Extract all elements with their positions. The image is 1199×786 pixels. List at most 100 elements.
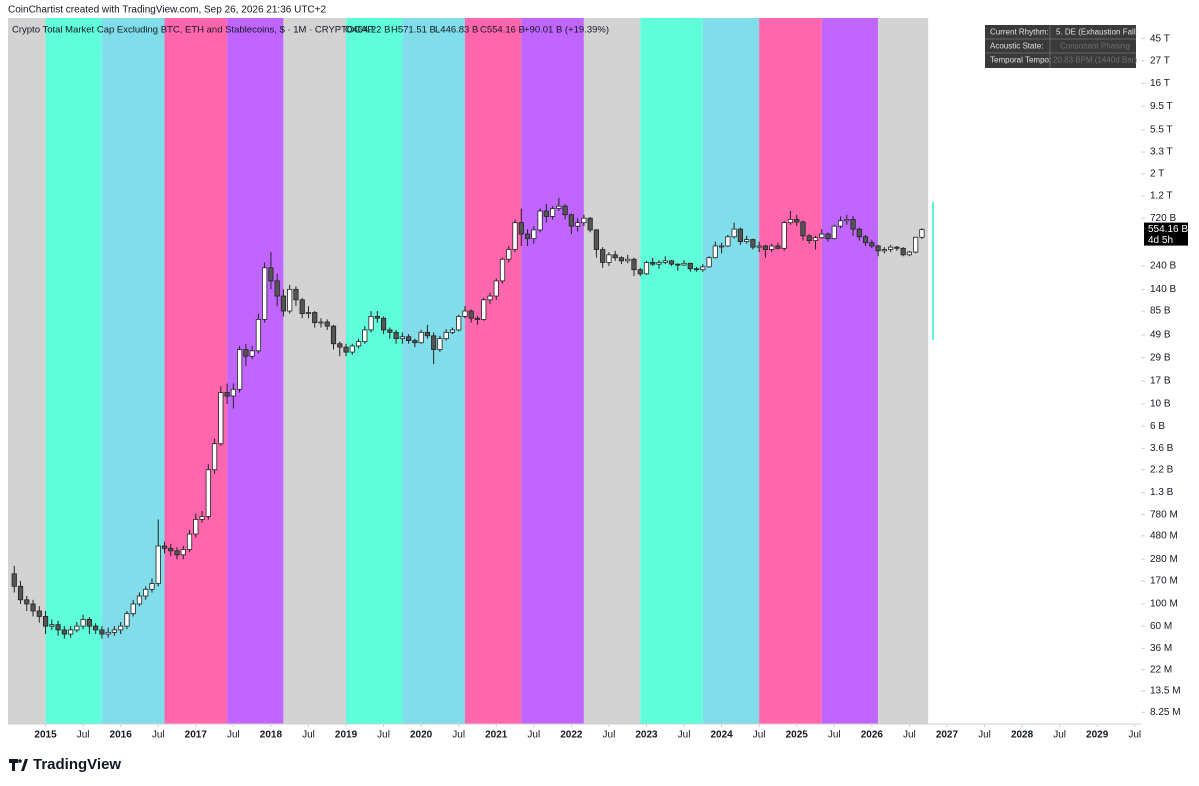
candle-body <box>499 258 506 282</box>
cycle-band <box>283 18 347 724</box>
y-tick-label: 240 B <box>1150 261 1176 272</box>
y-tick-label: 480 M <box>1150 530 1178 541</box>
candle-body <box>650 262 656 265</box>
candle-body <box>406 336 412 341</box>
candle-body <box>456 316 462 331</box>
candle-body <box>537 210 543 231</box>
y-tick-label: 1.3 B <box>1150 487 1174 498</box>
x-tick-label: Jul <box>452 730 465 741</box>
cycle-band <box>821 18 879 724</box>
candle-body <box>806 235 812 242</box>
cycle-band <box>759 18 822 724</box>
x-tick-label: 2020 <box>410 730 433 741</box>
legend-close: C554.16 B <box>480 25 525 36</box>
price-label: 554.16 B <box>1148 224 1188 235</box>
candle-body <box>218 392 224 445</box>
cycle-band <box>8 18 46 724</box>
y-tick-label: 10 B <box>1150 399 1171 410</box>
info-table-bg <box>985 25 1136 68</box>
candle-body <box>706 257 712 268</box>
candle-body <box>199 516 205 520</box>
candle-body <box>606 254 612 263</box>
candle-body <box>737 228 743 243</box>
candle-body <box>524 233 531 240</box>
candle-body <box>844 219 850 222</box>
candle-body <box>305 312 312 315</box>
cycle-band <box>521 18 584 724</box>
candle-body <box>399 336 405 340</box>
candle-body <box>643 262 650 275</box>
bands <box>8 18 929 724</box>
candle-body <box>105 631 111 635</box>
candle-body <box>762 245 769 250</box>
x-tick-label: Jul <box>1053 730 1066 741</box>
candle-body <box>562 205 568 216</box>
cycle-band <box>45 18 102 724</box>
logo-dot <box>18 759 22 763</box>
candle-body <box>431 335 437 350</box>
candle-body <box>149 583 155 590</box>
candle-body <box>787 219 794 224</box>
y-tick-label: 17 B <box>1150 376 1171 387</box>
candle-body <box>42 616 49 627</box>
candle-body <box>111 629 118 633</box>
candle-body <box>775 245 781 249</box>
candle-body <box>474 317 481 320</box>
candle-body <box>418 331 424 344</box>
candle-body <box>86 619 92 627</box>
x-tick-label: Jul <box>978 730 991 741</box>
price-label-bg <box>1144 222 1188 246</box>
x-tick-label: 2025 <box>786 730 809 741</box>
x-tick-label: 2017 <box>185 730 208 741</box>
x-tick-label: 2023 <box>635 730 658 741</box>
candle-body <box>74 625 80 631</box>
candle-body <box>819 233 825 239</box>
x-tick-label: 2028 <box>1011 730 1034 741</box>
candle-body <box>862 236 869 244</box>
candle-body <box>186 533 193 550</box>
candle-body <box>913 236 919 253</box>
candle-body <box>237 349 243 390</box>
legend-change: +90.01 B (+19.39%) <box>524 25 609 36</box>
cycle-band <box>702 18 760 724</box>
candle-body <box>756 245 762 248</box>
cycle-band <box>227 18 284 724</box>
y-tick-label: 3.3 T <box>1150 147 1173 158</box>
candle-body <box>800 221 806 237</box>
x-tick-label: 2015 <box>34 730 57 741</box>
candle-body <box>518 222 524 235</box>
x-tick-label: 2018 <box>260 730 283 741</box>
candle-body <box>468 310 474 319</box>
y-tick-label: 720 B <box>1150 213 1176 224</box>
candle-body <box>337 343 343 348</box>
candles <box>11 197 925 639</box>
candle-body <box>249 350 255 357</box>
candle-body <box>493 280 499 297</box>
candle-body <box>368 316 374 331</box>
y-tick-label: 170 M <box>1150 576 1178 587</box>
candle-body <box>625 258 631 262</box>
y-tick-label: 29 B <box>1150 352 1171 363</box>
candle-body <box>193 519 199 535</box>
axes: 45 T 27 T 16 T 9.5 T 5.5 T 3.3 T 2 T 1.2 T 720 B… <box>34 33 1188 740</box>
candle-body <box>575 222 581 227</box>
candle-body <box>374 316 380 319</box>
candle-body <box>205 469 211 517</box>
y-tick-label: 60 M <box>1150 621 1172 632</box>
candle-body <box>424 331 430 337</box>
candle-body <box>224 392 230 397</box>
info-label: Temporal Tempo: <box>990 56 1051 65</box>
legend-high: H571.51 B <box>391 25 436 36</box>
candle-body <box>343 346 349 353</box>
cycle-band <box>402 18 465 724</box>
candle-body <box>725 236 731 247</box>
y-tick-label: 49 B <box>1150 330 1171 341</box>
candle-body <box>869 242 875 247</box>
info-value: Consonant Phasing <box>1060 42 1130 51</box>
candle-body <box>143 588 149 597</box>
info-value: 5. DE (Exhaustion Fall) <box>1056 28 1139 37</box>
candle-body <box>30 603 36 612</box>
y-tick-label: 2.2 B <box>1150 464 1174 475</box>
candle-body <box>581 217 587 224</box>
candle-body <box>380 317 387 331</box>
